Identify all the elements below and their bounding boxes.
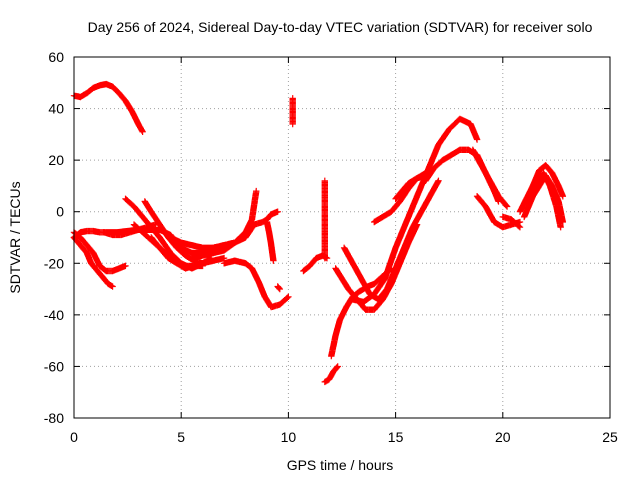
plot-frame [73, 56, 611, 419]
series-arc25 [392, 172, 429, 202]
series-arc32 [529, 172, 567, 226]
x-tick-label: 0 [70, 429, 78, 445]
data-point-markers [516, 162, 567, 215]
y-tick-label: 20 [48, 152, 64, 168]
y-tick-label: 60 [48, 49, 64, 65]
data-point-markers [340, 177, 442, 303]
data-point-markers [148, 234, 206, 270]
series-arc16 [289, 95, 296, 128]
series-arc9 [148, 234, 206, 270]
y-tick-label: 40 [48, 101, 64, 117]
axes: 0 5 10 15 20 25 -80 -60 -40 -20 0 20 40 60 [44, 49, 618, 445]
data-point-markers [199, 208, 281, 254]
data-point-markers [220, 257, 292, 311]
series-arc15 [274, 283, 284, 293]
series-arc23 [349, 115, 481, 306]
series-arc12 [199, 208, 281, 254]
series-arc1 [70, 80, 146, 135]
data-point-markers [263, 218, 277, 264]
y-tick-label: -20 [44, 255, 64, 271]
series-arc3 [70, 234, 116, 290]
series-arc30 [516, 162, 567, 215]
x-tick-label: 15 [388, 429, 404, 445]
series-arc29 [499, 213, 524, 231]
x-axis-label: GPS time / hours [287, 457, 394, 473]
data-point-markers [392, 172, 429, 202]
y-tick-label: -40 [44, 307, 64, 323]
data-points [70, 80, 567, 386]
series-arc22 [340, 177, 442, 303]
data-point-markers [70, 80, 146, 135]
series-arc18 [321, 177, 329, 262]
x-tick-label: 20 [495, 429, 511, 445]
y-tick-label: -80 [44, 410, 64, 426]
data-point-markers [321, 177, 329, 262]
data-point-markers [321, 363, 341, 386]
y-tick-label: 0 [56, 204, 64, 220]
data-point-markers [469, 146, 511, 210]
data-point-markers [289, 95, 296, 128]
data-point-markers [529, 172, 567, 226]
y-tick-label: -60 [44, 358, 64, 374]
series-arc13 [220, 257, 292, 311]
x-tick-label: 10 [281, 429, 297, 445]
x-tick-label: 5 [177, 429, 185, 445]
series-arc19 [321, 363, 341, 386]
x-tick-label: 25 [602, 429, 618, 445]
data-point-markers [349, 115, 481, 306]
series-arc27 [469, 146, 511, 210]
data-point-markers [274, 283, 284, 293]
series-arc14 [263, 218, 277, 264]
chart-title: Day 256 of 2024, Sidereal Day-to-day VTE… [88, 19, 593, 35]
y-axis-label: SDTVAR / TECUs [7, 181, 23, 293]
data-point-markers [499, 213, 524, 231]
data-point-markers [70, 234, 116, 290]
